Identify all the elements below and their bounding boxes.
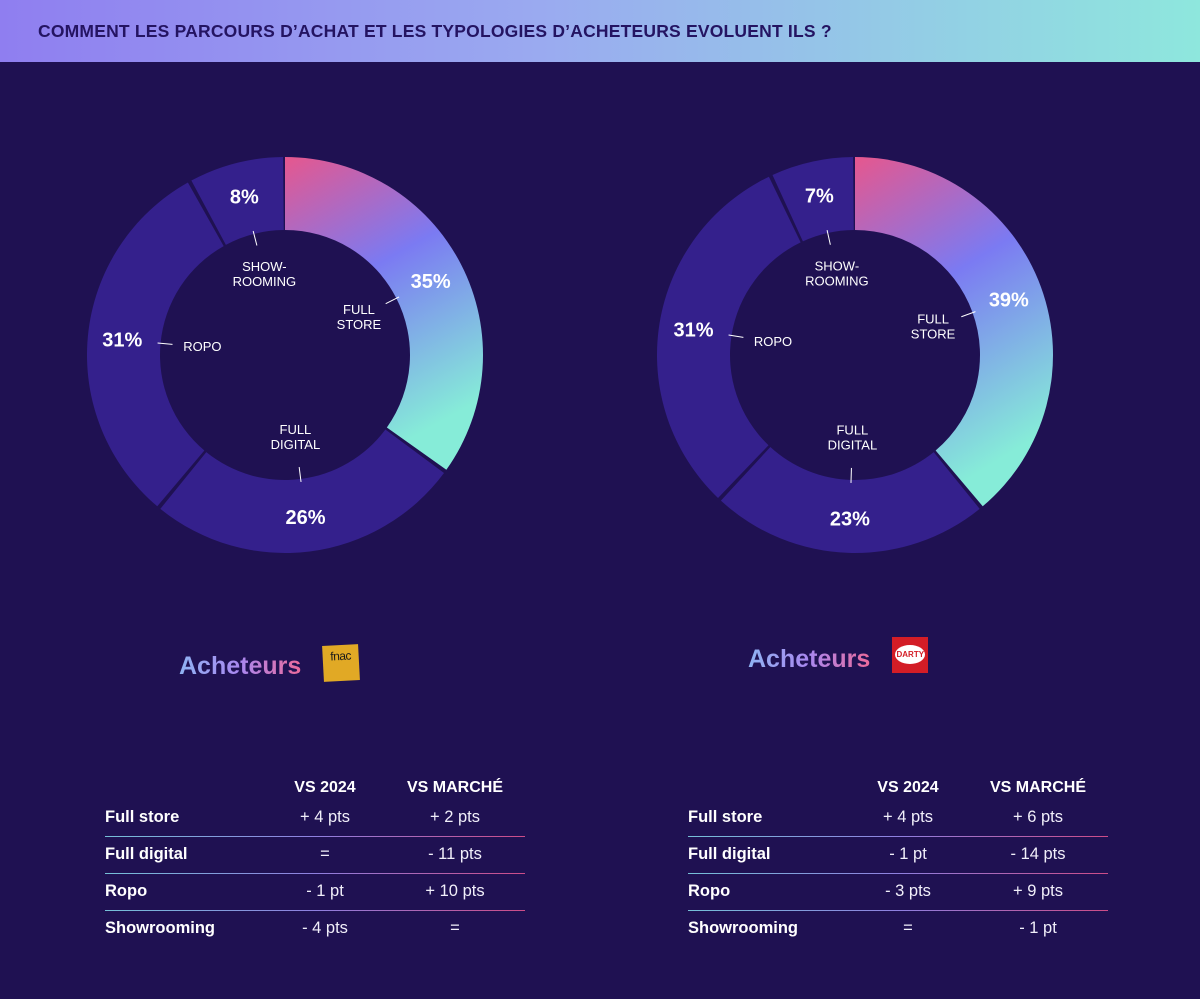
table-row: Showrooming = - 1 pt: [688, 911, 1108, 947]
segment-full-digital-category-label: DIGITAL: [271, 437, 321, 452]
table-row: Full store + 4 pts + 2 pts: [105, 800, 525, 836]
fnac-logo-icon: fnac: [322, 643, 361, 682]
segment-full-store-value-label: 35%: [411, 271, 451, 293]
brand-fnac: Acheteurs fnac: [179, 643, 361, 682]
segment-showrooming-arc: [772, 157, 854, 242]
segment-full-digital-category-label: DIGITAL: [828, 437, 878, 452]
vs-2024-value: + 4 pts: [300, 808, 350, 827]
vs-marche-value: + 10 pts: [425, 882, 485, 901]
segment-full-store-category-label: FULL: [917, 311, 949, 326]
table-row: Showrooming - 4 pts =: [105, 911, 525, 947]
row-label: Ropo: [688, 882, 731, 901]
segment-showrooming-value-label: 8%: [230, 187, 259, 209]
vs-marche-value: =: [450, 919, 460, 938]
row-label: Full digital: [688, 845, 771, 864]
segment-full-store-value-label: 39%: [989, 290, 1029, 312]
row-label: Ropo: [105, 882, 148, 901]
header-vs-2024: VS 2024: [294, 779, 356, 796]
row-divider: [688, 909, 1108, 911]
header-vs-marche: VS MARCHÉ: [406, 779, 503, 796]
vs-marche-value: - 11 pts: [428, 845, 482, 864]
segment-showrooming-value-label: 7%: [805, 185, 834, 207]
row-label: Full store: [105, 808, 180, 827]
table-row: Full digital = - 11 pts: [105, 837, 525, 873]
segment-ropo-arc: [87, 182, 224, 507]
segment-showrooming-arc: [191, 157, 284, 245]
row-divider: [688, 835, 1108, 837]
row-label: Showrooming: [105, 919, 215, 938]
segment-showrooming-category-label: SHOW-: [242, 259, 287, 274]
header-vs-2024: VS 2024: [877, 779, 939, 796]
segment-full-digital-category-label: FULL: [280, 422, 312, 437]
row-divider: [688, 872, 1108, 874]
row-divider: [105, 909, 525, 911]
segment-ropo-category-label: ROPO: [183, 339, 221, 354]
header-vs-marche: VS MARCHÉ: [989, 779, 1086, 796]
vs-marche-value: + 6 pts: [1013, 808, 1063, 827]
segment-full-store-tick: [385, 296, 400, 305]
brand-label: Acheteurs: [748, 645, 871, 673]
segment-full-store-category-label: FULL: [343, 302, 375, 317]
vs-2024-value: - 1 pt: [306, 882, 344, 901]
comparison-table-fnac: VS 2024 VS MARCHÉ Full store + 4 pts + 2…: [105, 776, 525, 947]
segment-full-store-arc: [285, 157, 484, 470]
vs-2024-value: - 1 pt: [889, 845, 927, 864]
table-row: Full store + 4 pts + 6 pts: [688, 800, 1108, 836]
segment-ropo-tick: [157, 342, 173, 345]
vs-marche-value: - 1 pt: [1019, 919, 1057, 938]
darty-logo-icon: DARTY: [892, 636, 929, 673]
vs-2024-value: =: [903, 919, 913, 938]
table-row: Ropo - 3 pts + 9 pts: [688, 874, 1108, 910]
segment-full-digital-category-label: FULL: [836, 422, 868, 437]
segment-full-store-arc: [855, 157, 1053, 507]
row-label: Full store: [688, 808, 763, 827]
segment-ropo-value-label: 31%: [102, 330, 142, 352]
vs-marche-value: + 2 pts: [430, 808, 480, 827]
vs-2024-value: - 4 pts: [302, 919, 348, 938]
segment-showrooming-category-label: ROOMING: [805, 273, 869, 288]
darty-logo-text: DARTY: [896, 650, 925, 659]
row-divider: [105, 835, 525, 837]
segment-ropo-tick: [728, 334, 744, 338]
segment-full-store-tick: [961, 311, 976, 318]
brand-darty: Acheteurs DARTY: [748, 636, 929, 674]
page-header: COMMENT LES PARCOURS D’ACHAT ET LES TYPO…: [0, 0, 1200, 62]
segment-full-digital-arc: [160, 429, 445, 553]
segment-full-digital-arc: [720, 446, 980, 553]
comparison-table-darty: VS 2024 VS MARCHÉ Full store + 4 pts + 6…: [688, 776, 1108, 947]
fnac-logo-text: fnac: [330, 647, 352, 664]
brand-label: Acheteurs: [179, 652, 302, 680]
vs-marche-value: + 9 pts: [1013, 882, 1063, 901]
segment-ropo-arc: [656, 176, 801, 498]
darty-logo-oval: DARTY: [895, 645, 926, 664]
donut-chart-fnac: 35%26%31%8%FULLSTOREFULLDIGITALROPOSHOW-…: [87, 157, 484, 553]
table-row: Ropo - 1 pt + 10 pts: [105, 874, 525, 910]
row-label: Full digital: [105, 845, 188, 864]
segment-ropo-category-label: ROPO: [754, 334, 792, 349]
segment-full-digital-value-label: 26%: [285, 507, 325, 529]
vs-2024-value: - 3 pts: [885, 882, 931, 901]
table-header: VS 2024 VS MARCHÉ: [105, 776, 525, 800]
segment-ropo-value-label: 31%: [673, 319, 713, 341]
segment-full-digital-value-label: 23%: [830, 508, 870, 530]
donut-chart-darty: 39%23%31%7%FULLSTOREFULLDIGITALROPOSHOW-…: [656, 157, 1053, 553]
row-label: Showrooming: [688, 919, 798, 938]
vs-2024-value: + 4 pts: [883, 808, 933, 827]
vs-marche-value: - 14 pts: [1010, 845, 1066, 864]
segment-showrooming-tick: [826, 229, 831, 245]
segment-showrooming-tick: [252, 230, 258, 246]
segment-full-store-category-label: STORE: [911, 326, 956, 341]
table-row: Full digital - 1 pt - 14 pts: [688, 837, 1108, 873]
row-divider: [105, 872, 525, 874]
segment-full-store-category-label: STORE: [337, 317, 382, 332]
page-title: COMMENT LES PARCOURS D’ACHAT ET LES TYPO…: [38, 20, 832, 41]
table-header: VS 2024 VS MARCHÉ: [688, 776, 1108, 800]
segment-full-digital-tick: [298, 467, 302, 483]
segment-showrooming-category-label: SHOW-: [815, 258, 860, 273]
vs-2024-value: =: [320, 845, 330, 864]
segment-showrooming-category-label: ROOMING: [233, 274, 297, 289]
